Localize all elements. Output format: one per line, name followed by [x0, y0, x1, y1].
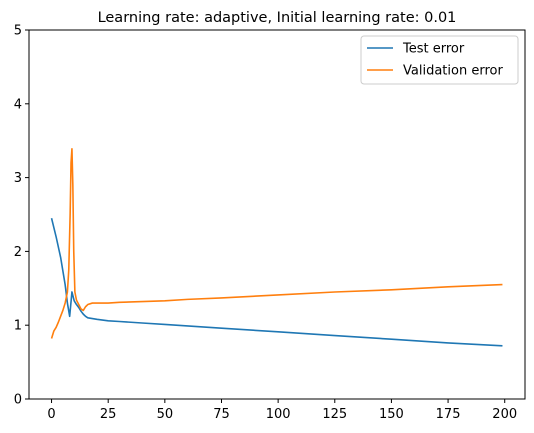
y-tick-label: 1: [14, 319, 22, 334]
legend-box: [360, 35, 519, 85]
legend-label-test-error: Test error: [402, 42, 465, 57]
x-tick-label: 125: [322, 407, 347, 422]
x-tick-label: 200: [492, 407, 517, 422]
x-tick-label: 50: [157, 407, 174, 422]
x-axis: 0 25 50 75 100 125 150 175 200: [47, 399, 517, 422]
x-tick-label: 0: [47, 407, 55, 422]
y-tick-label: 4: [14, 97, 22, 112]
series-line-test-error: [50, 217, 503, 347]
y-axis: 0 1 2 3 4 5: [14, 24, 29, 408]
series-line-validation-error: [50, 148, 503, 339]
y-tick-label: 5: [14, 24, 22, 39]
x-tick-label: 100: [266, 407, 291, 422]
legend-label-validation-error: Validation error: [403, 64, 503, 79]
series-layer: [50, 148, 503, 347]
y-tick-label: 2: [14, 245, 22, 260]
y-tick-label: 3: [14, 171, 22, 186]
chart-title: Learning rate: adaptive, Initial learnin…: [98, 10, 457, 26]
x-tick-label: 25: [100, 407, 117, 422]
x-tick-label: 175: [436, 407, 461, 422]
x-tick-label: 150: [379, 407, 404, 422]
plot-frame: [28, 29, 526, 400]
x-tick-label: 75: [213, 407, 230, 422]
y-tick-label: 0: [14, 393, 22, 408]
legend: Test error Validation error: [360, 35, 519, 85]
